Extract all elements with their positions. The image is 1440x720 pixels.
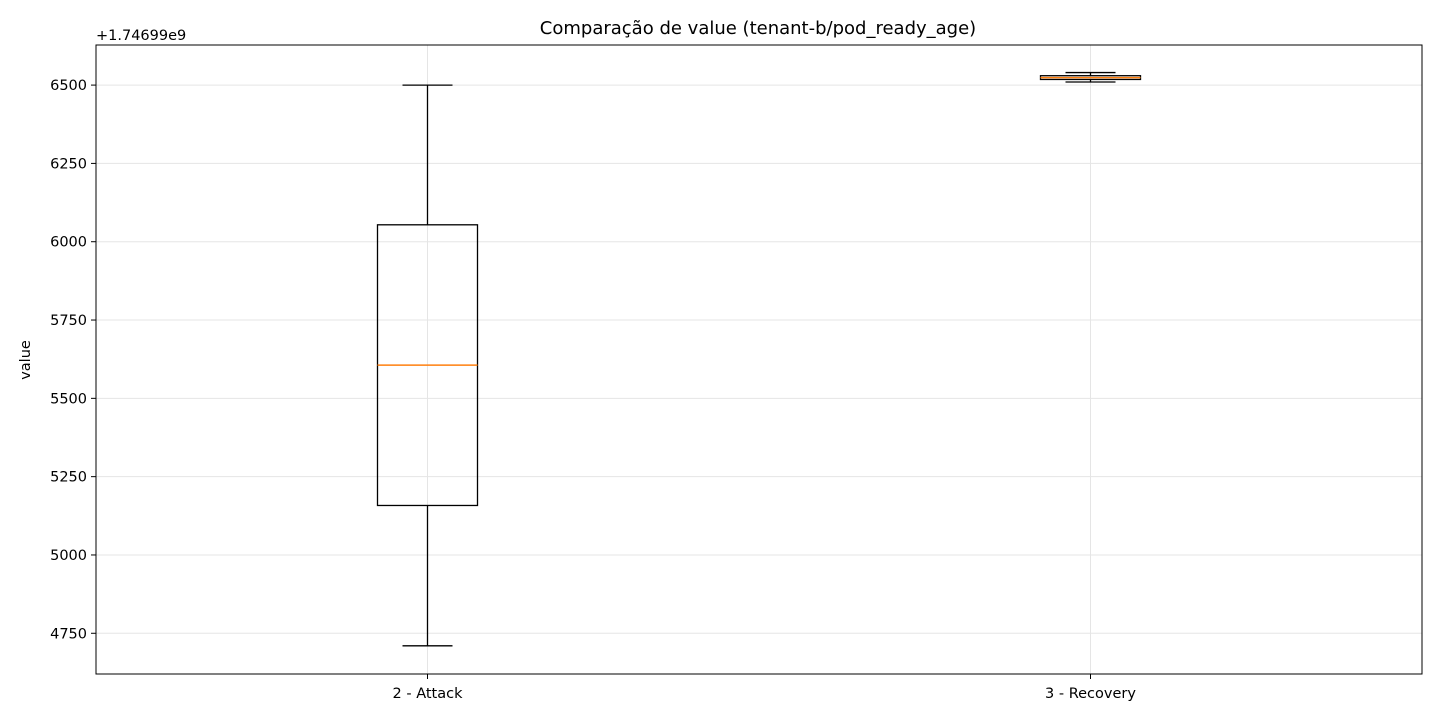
grid-lines bbox=[96, 45, 1422, 674]
y-tick-label: 4750 bbox=[50, 626, 87, 642]
plot-frame bbox=[95, 44, 1423, 675]
axes: 4750 5000 5250 5500 5750 6000 6250 6500 2 - Atta… bbox=[50, 44, 1423, 702]
x-tick-label: 2 - Attack bbox=[393, 686, 464, 702]
y-axis-label: value bbox=[18, 340, 34, 380]
y-tick-label: 5500 bbox=[50, 391, 87, 407]
y-tick-label: 5250 bbox=[50, 470, 87, 486]
y-tick-label: 6500 bbox=[50, 78, 87, 94]
chart-title: Comparação de value (tenant-b/pod_ready_… bbox=[540, 18, 976, 39]
y-tick-label: 6250 bbox=[50, 156, 87, 172]
y-tick-label: 5000 bbox=[50, 548, 87, 564]
box-1 bbox=[376, 84, 479, 647]
y-tick-label: 6000 bbox=[50, 235, 87, 251]
box-marks bbox=[376, 71, 1142, 647]
y-offset-label: +1.74699e9 bbox=[96, 28, 186, 44]
box-2 bbox=[1039, 71, 1142, 83]
y-tick-label: 5750 bbox=[50, 313, 87, 329]
x-tick-label: 3 - Recovery bbox=[1045, 686, 1136, 702]
